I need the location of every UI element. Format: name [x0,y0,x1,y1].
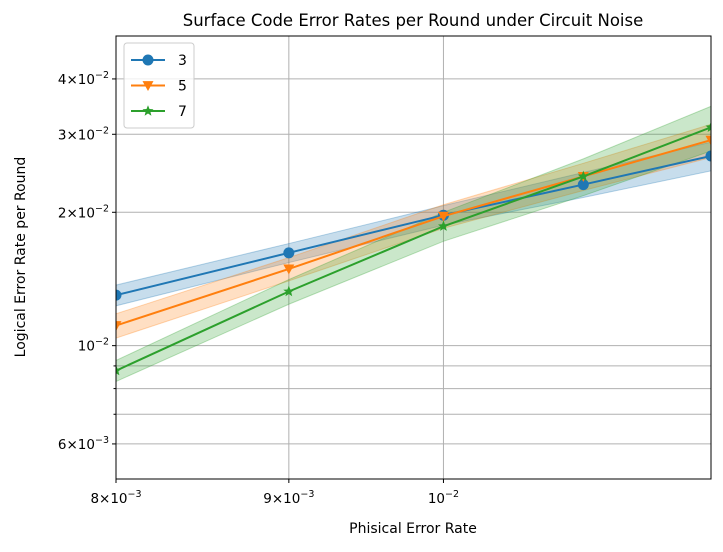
legend-marker-3 [142,54,154,66]
data-point-series-5 [116,321,122,332]
y-tick-label: 4×10−2 [58,70,109,88]
data-point-series-5 [283,264,295,275]
tick-base: 9×10 [263,491,300,507]
tick-base: 10 [78,339,95,355]
tick-exponent: −3 [128,489,142,500]
x-tick-label: 10−2 [428,489,459,507]
plot-frame [115,35,712,480]
data-point-series-7 [577,170,589,182]
tick-exponent: −2 [95,203,109,214]
data-point-series-3 [116,289,122,301]
tick-exponent: −3 [95,435,109,446]
y-tick-label: 6×10−3 [58,435,109,453]
x-axis-label: Phisical Error Rate [349,521,477,537]
data-point-series-7 [283,285,295,297]
band-series-5 [116,123,711,339]
grid [115,36,711,479]
tick-exponent: −2 [95,337,109,348]
tick-base: 2×10 [58,205,95,221]
legend-label-7: 7 [178,104,187,120]
y-tick-label: 10−2 [78,337,109,355]
band-series-7 [116,105,711,383]
ticks: 8×10−3 9×10−3 10−26×10−310−22×10−23×10−24×… [58,70,459,507]
y-tick-label: 2×10−2 [58,203,109,221]
y-tick-label: 3×10−2 [58,125,109,143]
legend-label-5: 5 [178,79,187,95]
data-point-series-7 [438,220,449,231]
x-tick-label: 8×10−3 [90,489,141,507]
tick-exponent: −2 [445,489,459,500]
tick-base: 8×10 [90,491,127,507]
data-point-series-5 [437,211,449,222]
x-tick-label: 9×10−3 [263,489,314,507]
tick-base: 6×10 [58,437,95,453]
legend-label-3: 3 [178,53,187,69]
confidence-bands [116,105,711,383]
data-point-series-3 [577,179,589,191]
tick-base: 4×10 [58,72,95,88]
legend: 3 5 7 [123,42,195,129]
data-point-series-7 [116,364,122,376]
tick-exponent: −2 [95,125,109,136]
data-point-series-3 [283,247,295,259]
data-point-series-5 [705,135,711,146]
legend-marker-5 [142,81,154,91]
data-point-series-7 [705,121,711,132]
tick-exponent: −2 [95,70,109,81]
y-axis-label: Logical Error Rate per Round [13,157,29,358]
tick-base: 3×10 [58,127,95,143]
data-point-series-3 [705,150,711,162]
legend-marker-7 [142,105,154,116]
tick-exponent: −3 [300,489,314,500]
series-lines [116,121,711,376]
tick-base: 10 [428,491,445,507]
chart-title: Surface Code Error Rates per Round under… [183,11,644,30]
